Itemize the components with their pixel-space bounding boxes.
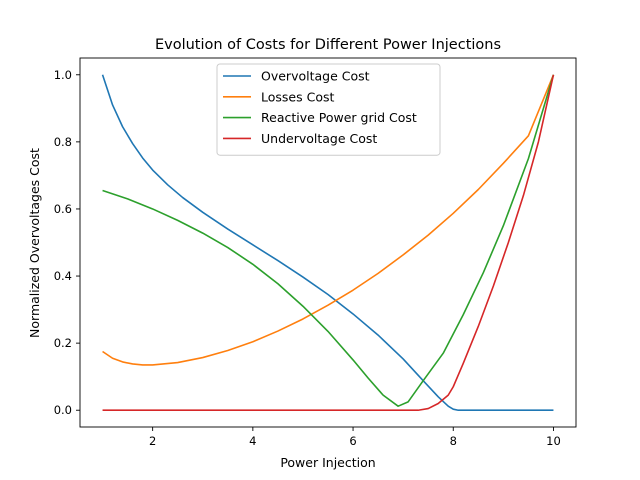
y-tick-label: 0.4 <box>54 269 72 283</box>
plot-frame <box>79 57 577 428</box>
series-line-1 <box>101 74 554 412</box>
x-axis-label: Power Injection <box>280 455 375 470</box>
legend-label: Reactive Power grid Cost <box>261 110 417 125</box>
legend-label: Undervoltage Cost <box>261 131 377 146</box>
x-tick-label: 4 <box>249 434 256 448</box>
series-layer <box>101 74 555 412</box>
plot-area <box>79 57 577 428</box>
y-tick-label: 1.0 <box>54 68 72 82</box>
legend-label: Losses Cost <box>261 89 334 104</box>
series-line-4 <box>102 74 555 412</box>
y-axis-label: Normalized Overvoltages Cost <box>27 148 42 338</box>
y-tick-label: 0.6 <box>54 202 72 216</box>
legend-label: Overvoltage Cost <box>261 69 370 84</box>
legend: Overvoltage Cost Losses Cost Reactive Powe… <box>216 63 441 156</box>
y-tick-label: 0.2 <box>54 336 72 350</box>
x-tick-label: 8 <box>450 434 457 448</box>
x-tick-label: 2 <box>149 434 156 448</box>
y-tick-label: 0.0 <box>54 403 72 417</box>
y-tick-label: 0.8 <box>54 135 72 149</box>
series-line-3 <box>102 74 555 408</box>
chart-title: Evolution of Costs for Different Power I… <box>155 37 501 53</box>
y-axis: 0.0 0.2 0.4 0.6 0.8 1.0 <box>54 68 80 417</box>
x-tick-label: 10 <box>546 434 561 448</box>
legend-box <box>216 63 441 156</box>
x-axis: 2 4 6 8 10 <box>149 427 561 448</box>
x-tick-label: 6 <box>349 434 356 448</box>
series-line-2 <box>102 74 555 366</box>
